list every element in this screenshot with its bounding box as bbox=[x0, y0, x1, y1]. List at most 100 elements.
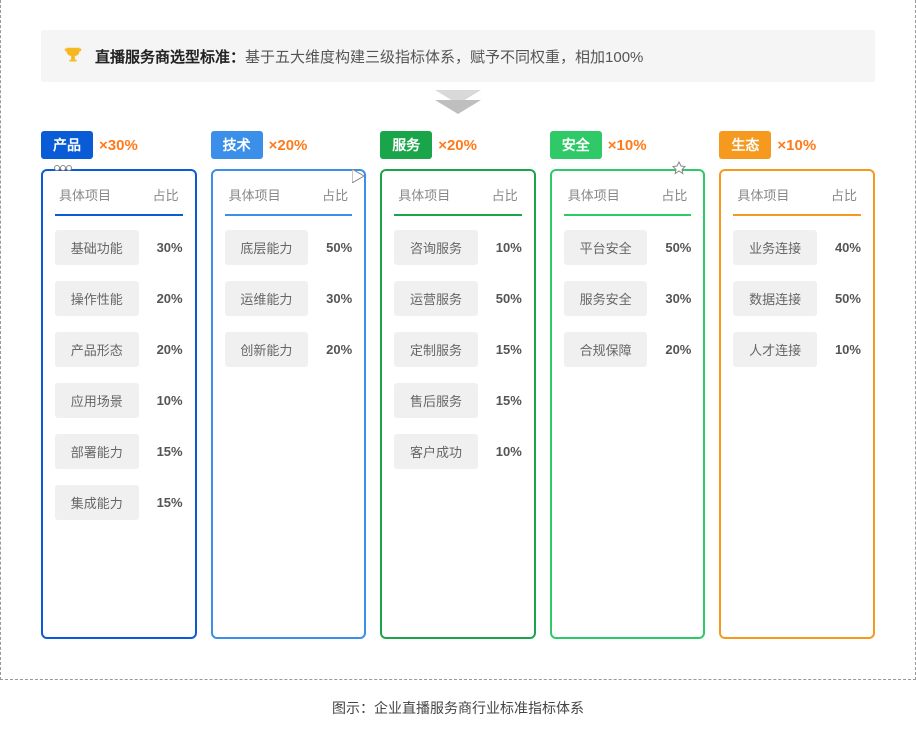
row-label: 底层能力 bbox=[225, 230, 309, 265]
caption: 图示：企业直播服务商行业标准指标体系 bbox=[0, 698, 916, 718]
table-row: 底层能力 50% bbox=[225, 230, 353, 265]
row-label: 业务连接 bbox=[733, 230, 817, 265]
column-2: 服务×20% 具体项目占比咨询服务 10% 运营服务 50% 定制服务 15% 售后服务 15%… bbox=[380, 131, 536, 639]
table-row: 咨询服务 10% bbox=[394, 230, 522, 265]
header-banner: 直播服务商选型标准： 基于五大维度构建三级指标体系，赋予不同权重，相加100% bbox=[41, 30, 875, 82]
row-label: 合规保障 bbox=[564, 332, 648, 367]
row-label: 基础功能 bbox=[55, 230, 139, 265]
column-3: 安全 ×10% 具体项目占比平台安全 50% 服务安全 30% 合规保障20% bbox=[550, 131, 706, 639]
table-head-pct: 占比 bbox=[821, 185, 857, 204]
table-row: 运维能力 30% bbox=[225, 281, 353, 316]
row-label: 集成能力 bbox=[55, 485, 139, 520]
row-label: 咨询服务 bbox=[394, 230, 478, 265]
row-label: 数据连接 bbox=[733, 281, 817, 316]
row-label: 运维能力 bbox=[225, 281, 309, 316]
column-tag: 安全 bbox=[550, 131, 602, 159]
column-box: 具体项目占比基础功能 30% 操作性能 20% 产品形态 20% 应用场景 10% 部署能力 15… bbox=[41, 169, 197, 639]
table-row: 定制服务 15% bbox=[394, 332, 522, 367]
table-head-item: 具体项目 bbox=[568, 185, 652, 204]
row-percent: 15% bbox=[147, 495, 183, 510]
row-label: 操作性能 bbox=[55, 281, 139, 316]
table-head-item: 具体项目 bbox=[398, 185, 482, 204]
column-weight: ×20% bbox=[438, 137, 477, 154]
dots-icon bbox=[53, 161, 73, 175]
row-percent: 30% bbox=[655, 291, 691, 306]
row-percent: 20% bbox=[147, 342, 183, 357]
row-label: 部署能力 bbox=[55, 434, 139, 469]
row-percent: 30% bbox=[316, 291, 352, 306]
column-header: 安全 ×10% bbox=[550, 131, 706, 159]
table-row: 业务连接 40% bbox=[733, 230, 861, 265]
column-1: 技术 ×20% 具体项目占比底层能力 50% 运维能力 30% 创新能力 20% bbox=[211, 131, 367, 639]
row-label: 产品形态 bbox=[55, 332, 139, 367]
table-head-item: 具体项目 bbox=[229, 185, 313, 204]
row-percent: 10% bbox=[486, 240, 522, 255]
table-head-pct: 占比 bbox=[312, 185, 348, 204]
column-weight: ×10% bbox=[777, 137, 816, 154]
table-head: 具体项目占比 bbox=[394, 185, 522, 216]
table-head: 具体项目占比 bbox=[225, 185, 353, 216]
row-percent: 20% bbox=[316, 342, 352, 357]
row-percent: 40% bbox=[825, 240, 861, 255]
column-box: 具体项目占比平台安全 50% 服务安全 30% 合规保障20% bbox=[550, 169, 706, 639]
column-header: 技术 ×20% bbox=[211, 131, 367, 159]
triangle-icon bbox=[352, 169, 372, 183]
row-percent: 50% bbox=[825, 291, 861, 306]
table-row: 应用场景 10% bbox=[55, 383, 183, 418]
table-row: 平台安全 50% bbox=[564, 230, 692, 265]
trophy-icon bbox=[61, 44, 85, 68]
row-percent: 50% bbox=[655, 240, 691, 255]
column-weight: ×10% bbox=[608, 137, 647, 154]
table-head-pct: 占比 bbox=[651, 185, 687, 204]
column-weight: ×20% bbox=[269, 137, 308, 154]
row-label: 售后服务 bbox=[394, 383, 478, 418]
table-head: 具体项目占比 bbox=[733, 185, 861, 216]
column-header: 产品 ×30% bbox=[41, 131, 197, 159]
row-label: 服务安全 bbox=[564, 281, 648, 316]
row-label: 应用场景 bbox=[55, 383, 139, 418]
row-label: 平台安全 bbox=[564, 230, 648, 265]
table-row: 服务安全 30% bbox=[564, 281, 692, 316]
row-percent: 30% bbox=[147, 240, 183, 255]
header-title-bold: 直播服务商选型标准： bbox=[95, 46, 245, 67]
row-percent: 15% bbox=[486, 342, 522, 357]
row-label: 人才连接 bbox=[733, 332, 817, 367]
table-head-pct: 占比 bbox=[482, 185, 518, 204]
column-header: 生态 ×10% bbox=[719, 131, 875, 159]
diagram-container: 直播服务商选型标准： 基于五大维度构建三级指标体系，赋予不同权重，相加100% … bbox=[0, 0, 916, 680]
column-tag: 技术 bbox=[211, 131, 263, 159]
row-label: 客户成功 bbox=[394, 434, 478, 469]
row-percent: 10% bbox=[147, 393, 183, 408]
column-tag: 产品 bbox=[41, 131, 93, 159]
row-percent: 50% bbox=[486, 291, 522, 306]
columns-wrapper: 产品×30%具体项目占比基础功能30%操作性能20%产品形态20%应用场景10%… bbox=[41, 131, 875, 639]
table-row: 部署能力 15% bbox=[55, 434, 183, 469]
table-row: 人才连接10% bbox=[733, 332, 861, 367]
row-label: 创新能力 bbox=[225, 332, 309, 367]
table-row: 客户成功 10% bbox=[394, 434, 522, 469]
row-label: 定制服务 bbox=[394, 332, 478, 367]
column-header: 服务×20% bbox=[380, 131, 536, 159]
table-head-item: 具体项目 bbox=[737, 185, 821, 204]
arrow-down-icon bbox=[41, 90, 875, 119]
table-row: 产品形态 20% bbox=[55, 332, 183, 367]
table-head: 具体项目占比 bbox=[55, 185, 183, 216]
star-icon bbox=[671, 161, 691, 175]
row-percent: 50% bbox=[316, 240, 352, 255]
row-percent: 20% bbox=[147, 291, 183, 306]
column-4: 生态 ×10% 具体项目占比业务连接 40% 数据连接 50% 人才连接10% bbox=[719, 131, 875, 639]
row-percent: 15% bbox=[147, 444, 183, 459]
row-percent: 15% bbox=[486, 393, 522, 408]
table-row: 运营服务 50% bbox=[394, 281, 522, 316]
table-head-item: 具体项目 bbox=[59, 185, 143, 204]
column-0: 产品 ×30% 具体项目占比基础功能 30% 操作性能 20% 产品形态 20% 应用场景 10%… bbox=[41, 131, 197, 639]
table-row: 合规保障20% bbox=[564, 332, 692, 367]
row-percent: 10% bbox=[486, 444, 522, 459]
column-weight: ×30% bbox=[99, 137, 138, 154]
table-row: 基础功能 30% bbox=[55, 230, 183, 265]
column-box: 具体项目占比底层能力 50% 运维能力 30% 创新能力 20% bbox=[211, 169, 367, 639]
column-tag: 生态 bbox=[719, 131, 771, 159]
header-title-rest: 基于五大维度构建三级指标体系，赋予不同权重，相加100% bbox=[245, 46, 643, 67]
row-label: 运营服务 bbox=[394, 281, 478, 316]
column-box: 具体项目占比咨询服务 10% 运营服务 50% 定制服务 15% 售后服务 15% 客户成功 10… bbox=[380, 169, 536, 639]
